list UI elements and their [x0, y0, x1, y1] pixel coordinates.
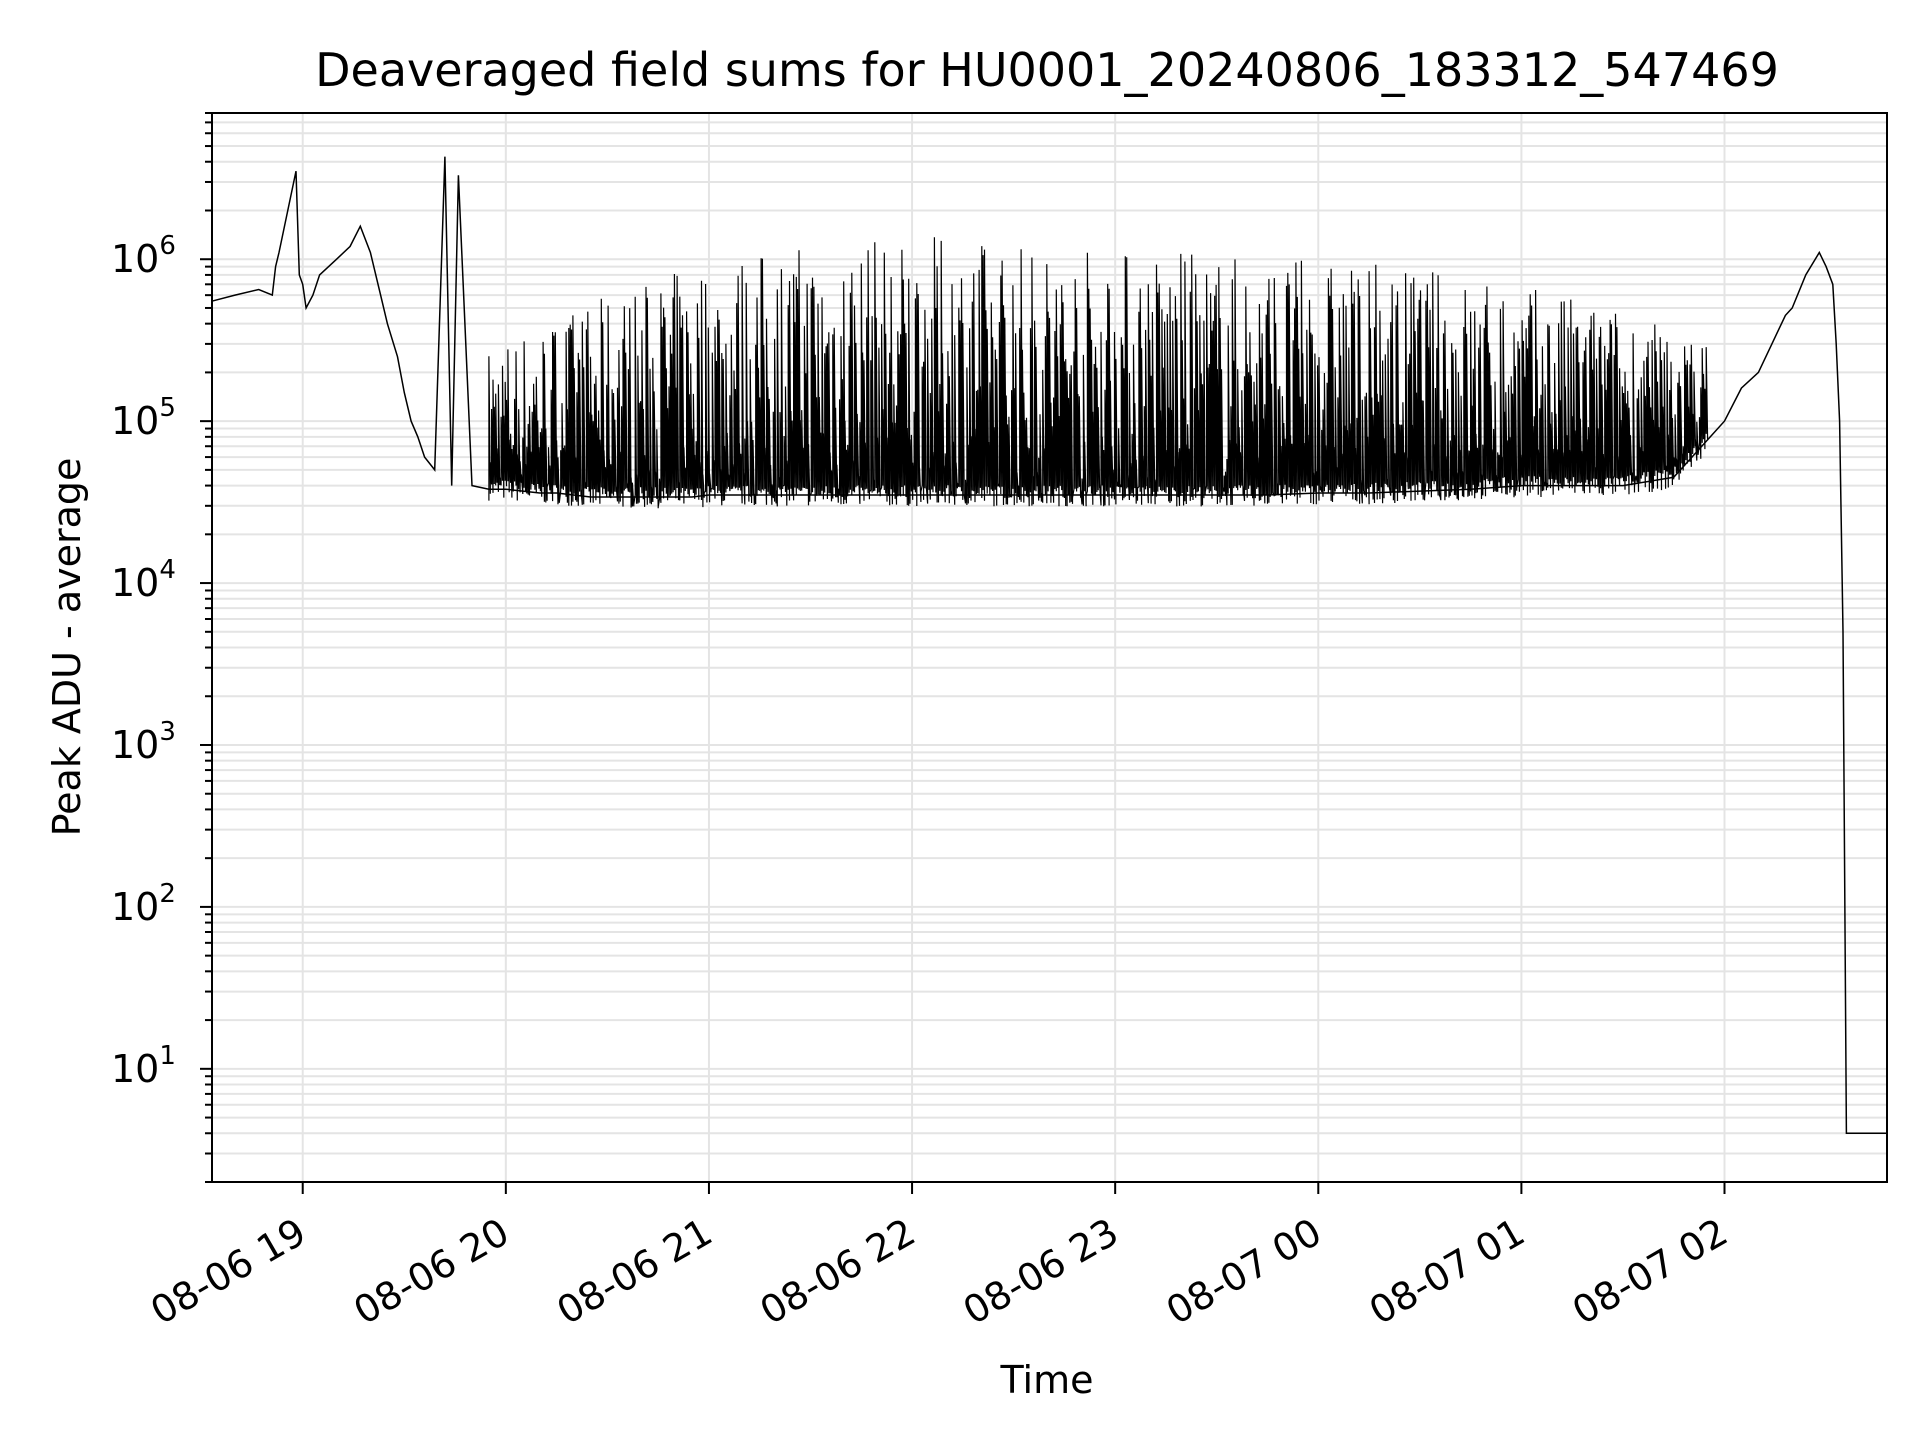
y-tick-label: 104: [111, 555, 176, 605]
y-tick-label: 102: [111, 879, 176, 929]
y-tick-label: 106: [111, 231, 176, 281]
chart-title: Deaveraged field sums for HU0001_2024080…: [315, 43, 1779, 97]
y-tick-label: 101: [111, 1041, 176, 1091]
series-line: [211, 156, 1887, 1135]
x-axis-label: Time: [1000, 1358, 1094, 1402]
y-tick-label: 105: [111, 393, 176, 443]
y-tick-label: 103: [111, 717, 176, 767]
y-axis-ticks: 101 102 103 104 105 106: [111, 112, 212, 1183]
y-axis-label: Peak ADU - average: [45, 458, 89, 837]
series-oscillation: [488, 237, 1709, 509]
series-line-group: [211, 156, 1887, 1135]
